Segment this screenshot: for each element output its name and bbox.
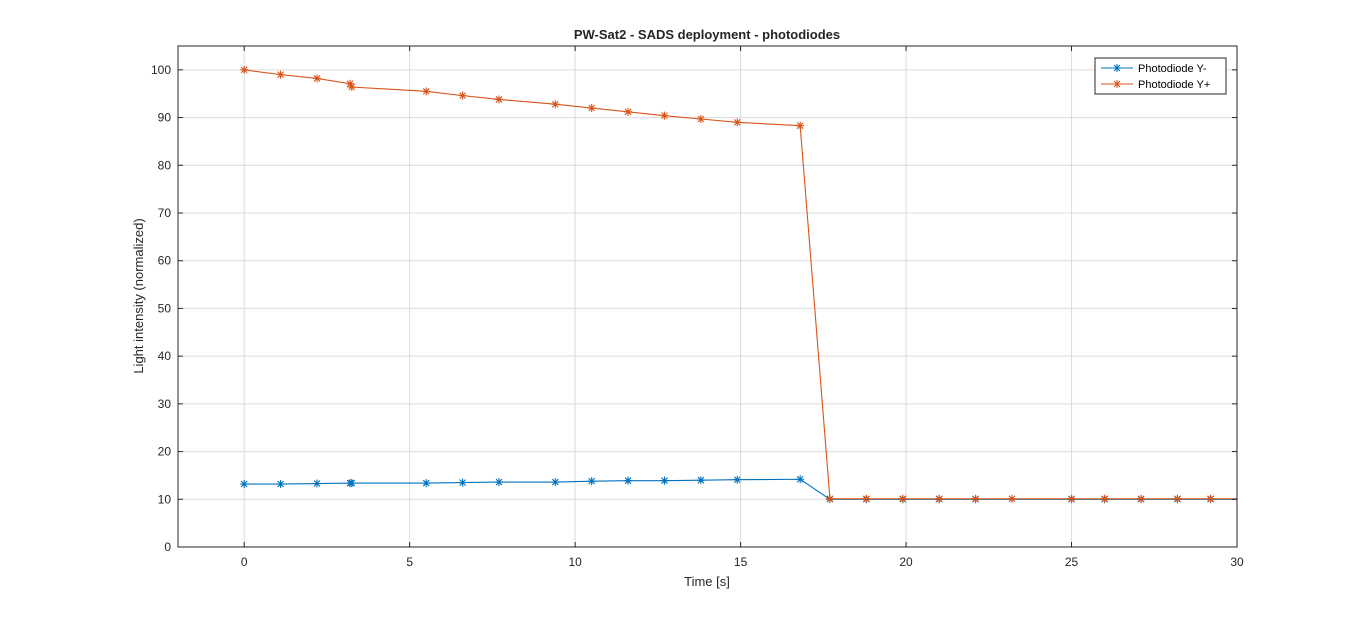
y-tick-label: 10 (158, 492, 172, 506)
data-point-marker (660, 476, 669, 485)
data-point-marker (898, 494, 907, 503)
legend-entry-1[interactable]: Photodiode Y- (1101, 63, 1207, 75)
data-point-marker (347, 83, 356, 92)
ticks: 0 5 10 15 20 25 30 0 10 20 30 40 50 60 70 80 90 100 (151, 46, 1244, 569)
data-point-marker (551, 100, 560, 109)
data-point-marker (696, 476, 705, 485)
data-point-marker (1100, 494, 1109, 503)
y-tick-label: 60 (158, 254, 172, 268)
data-point-marker (796, 475, 805, 484)
data-point-marker (458, 91, 467, 100)
data-point-marker (1206, 494, 1215, 503)
y-tick-label: 80 (158, 158, 172, 172)
data-point-marker (733, 118, 742, 127)
data-point-marker (458, 478, 467, 487)
data-point-marker (796, 121, 805, 130)
y-tick-label: 30 (158, 397, 172, 411)
x-tick-label: 5 (406, 555, 413, 569)
data-point-marker (495, 478, 504, 487)
y-tick-label: 0 (164, 540, 171, 554)
data-point-marker (862, 494, 871, 503)
legend-entry-2[interactable]: Photodiode Y+ (1101, 79, 1210, 91)
y-axis-label: Light intensity (normalized) (131, 218, 146, 373)
data-point-marker (1007, 494, 1016, 503)
axes (177, 45, 1238, 548)
legend-label: Photodiode Y+ (1138, 79, 1210, 91)
y-tick-label: 90 (158, 111, 172, 125)
data-point-marker (422, 87, 431, 96)
data-point-marker (971, 494, 980, 503)
data-point-marker (696, 115, 705, 124)
data-point-marker (733, 475, 742, 484)
data-point-marker (276, 70, 285, 79)
series-2 (240, 65, 1237, 503)
data-point-marker (495, 95, 504, 104)
x-tick-label: 20 (899, 555, 913, 569)
x-tick-label: 0 (241, 555, 248, 569)
chart-title: PW-Sat2 - SADS deployment - photodiodes (574, 27, 840, 42)
x-tick-label: 10 (568, 555, 582, 569)
data-point-marker (825, 494, 834, 503)
x-tick-label: 30 (1230, 555, 1244, 569)
plot-area (178, 46, 1237, 547)
data-point-marker (1137, 494, 1146, 503)
y-tick-label: 100 (151, 63, 171, 77)
data-point-marker (312, 479, 321, 488)
data-point-marker (587, 477, 596, 486)
legend-label: Photodiode Y- (1138, 63, 1207, 75)
data-point-marker (240, 480, 249, 489)
data-point-marker (1173, 494, 1182, 503)
x-tick-label: 15 (734, 555, 748, 569)
data-point-marker (935, 494, 944, 503)
y-tick-label: 70 (158, 206, 172, 220)
data-point-marker (276, 480, 285, 489)
data-point-marker (551, 478, 560, 487)
x-axis-label: Time [s] (684, 574, 730, 589)
data-point-marker (240, 65, 249, 74)
data-point-marker (312, 74, 321, 83)
data-point-marker (1067, 494, 1076, 503)
y-tick-label: 40 (158, 349, 172, 363)
data-point-marker (587, 104, 596, 113)
y-tick-label: 20 (158, 445, 172, 459)
axes-box (177, 45, 1238, 548)
legend[interactable]: Photodiode Y- Photodiode Y+ (1094, 57, 1227, 95)
data-point-marker (422, 479, 431, 488)
data-point-marker (1113, 80, 1121, 88)
data-point-marker (624, 107, 633, 116)
series-layer (240, 65, 1237, 504)
data-point-marker (624, 476, 633, 485)
data-point-marker (347, 479, 356, 488)
x-tick-label: 25 (1065, 555, 1079, 569)
y-tick-label: 50 (158, 301, 172, 315)
data-point-marker (660, 111, 669, 120)
data-point-marker (346, 79, 355, 88)
data-point-marker (1113, 64, 1121, 72)
